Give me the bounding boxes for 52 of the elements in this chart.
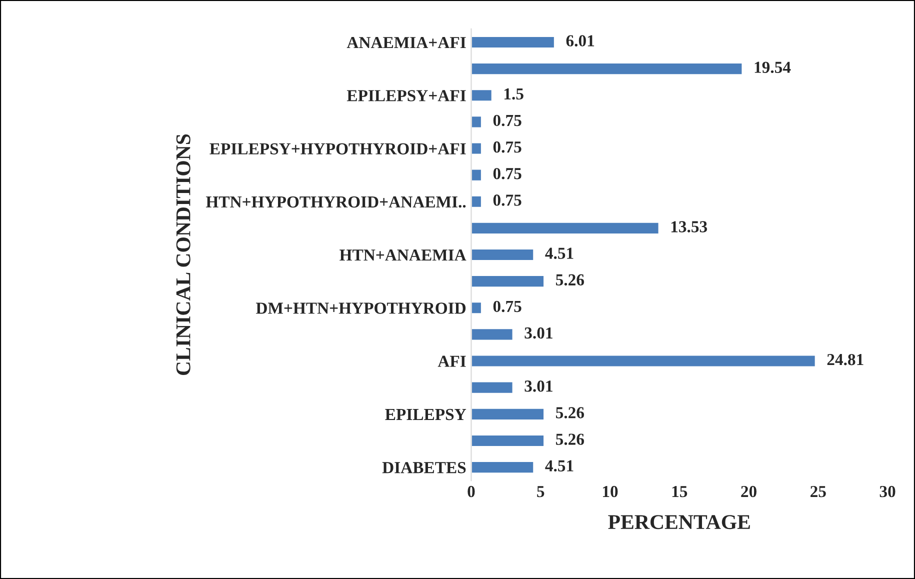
- bar: [471, 274, 545, 288]
- bar: [471, 194, 482, 208]
- x-tick-label: 25: [810, 486, 826, 498]
- data-label: 0.75: [493, 141, 522, 153]
- y-tick-label: HTN+ANAEMIA: [340, 250, 466, 261]
- x-tick-label: 10: [603, 486, 618, 498]
- bar: [471, 460, 535, 474]
- bar: [471, 301, 482, 315]
- data-label: 24.81: [827, 354, 864, 366]
- x-tick-label: 5: [537, 486, 544, 498]
- data-label: 1.5: [504, 88, 524, 100]
- data-label: 5.26: [556, 434, 584, 445]
- y-tick-label: DM+HTN+HYPOTHYROID: [256, 302, 466, 314]
- data-label: 0.75: [493, 300, 522, 312]
- y-axis-title: CLINICAL CONDITIONS: [176, 134, 190, 376]
- x-tick-label: 20: [741, 486, 756, 498]
- bar: [471, 62, 744, 76]
- bar: [471, 407, 545, 421]
- bar: [471, 36, 556, 49]
- y-tick-label: DIABETES: [382, 462, 466, 474]
- data-label: 0.75: [493, 114, 522, 126]
- data-label: 0.75: [493, 194, 522, 206]
- data-label: 3.01: [524, 327, 552, 339]
- y-tick-label: HTN+HYPOTHYROID+ANAEMI..: [206, 196, 466, 208]
- x-axis-title: PERCENTAGE: [608, 515, 750, 530]
- bar: [471, 328, 514, 342]
- x-tick-label: 30: [880, 486, 896, 498]
- bar: [471, 88, 493, 102]
- data-label: 3.01: [524, 380, 552, 392]
- bar: [471, 222, 660, 235]
- y-tick-label: EPILEPSY+AFI: [346, 90, 466, 102]
- y-tick-label: EPILEPSY: [385, 408, 466, 420]
- y-tick-label: ANAEMIA+AFI: [346, 37, 466, 48]
- data-label: 13.53: [671, 221, 708, 232]
- data-label: 19.54: [754, 62, 791, 74]
- y-tick-label: AFI: [438, 356, 466, 367]
- data-label: 5.26: [556, 407, 584, 418]
- x-tick-label: 0: [468, 486, 475, 498]
- y-tick-label: EPILEPSY+HYPOTHYROID+AFI: [210, 143, 466, 154]
- data-label: 0.75: [493, 168, 522, 180]
- bar: [471, 115, 482, 129]
- bar: [471, 380, 514, 394]
- bar: [471, 142, 482, 156]
- bar: [471, 168, 482, 182]
- bar: [471, 354, 816, 368]
- bar: [471, 248, 535, 262]
- bar: [471, 434, 545, 448]
- data-label: 5.26: [556, 274, 584, 286]
- data-label: 4.51: [545, 248, 574, 260]
- x-tick-label: 15: [672, 486, 688, 498]
- data-label: 6.01: [566, 35, 594, 46]
- data-label: 4.51: [545, 460, 574, 472]
